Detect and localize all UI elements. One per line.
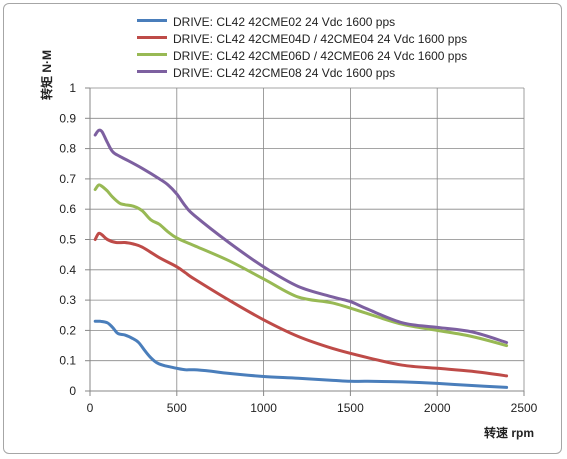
y-tick-label: 0.3 [59, 293, 76, 307]
legend: DRIVE: CL42 42CME02 24 Vdc 1600 pps DRIV… [137, 14, 467, 82]
legend-item-3: DRIVE: CL42 42CME06D / 42CME06 24 Vdc 16… [137, 48, 467, 65]
series-line-3 [93, 183, 509, 348]
y-axis-label: 转矩 N·M [40, 50, 54, 100]
x-tick-label: 1500 [337, 401, 364, 415]
legend-swatch-4 [137, 70, 167, 74]
y-tick-label: 0.7 [59, 172, 76, 186]
y-tick-label: 1 [69, 81, 76, 95]
x-tick-label: 500 [167, 401, 187, 415]
legend-swatch-3 [137, 53, 167, 57]
x-axis-label: 转速 rpm [484, 426, 535, 440]
legend-item-4: DRIVE: CL42 42CME08 24 Vdc 1600 pps [137, 65, 467, 82]
legend-label-4: DRIVE: CL42 42CME08 24 Vdc 1600 pps [173, 66, 396, 80]
grid [90, 87, 525, 391]
axes [85, 87, 525, 396]
y-tick-label: 0.6 [59, 202, 76, 216]
y-tick-label: 0.9 [59, 111, 76, 125]
series-lines [93, 128, 509, 389]
y-tick-label: 0.8 [59, 142, 76, 156]
legend-label-2: DRIVE: CL42 42CME04D / 42CME04 24 Vdc 16… [173, 32, 468, 46]
x-tick-label: 2000 [424, 401, 451, 415]
y-tick-label: 0 [69, 384, 76, 398]
tick-labels: 0 0.1 0.2 0.3 0.4 0.5 0.6 0.7 0.8 0.9 1 0 500 1000 150… [59, 81, 537, 415]
legend-label-1: DRIVE: CL42 42CME02 24 Vdc 1600 pps [173, 15, 396, 29]
legend-swatch-1 [137, 19, 167, 23]
series-line-4 [93, 128, 509, 344]
x-tick-label: 0 [87, 401, 94, 415]
legend-swatch-2 [137, 36, 167, 40]
legend-label-3: DRIVE: CL42 42CME06D / 42CME06 24 Vdc 16… [173, 49, 468, 63]
legend-item-1: DRIVE: CL42 42CME02 24 Vdc 1600 pps [137, 14, 467, 31]
x-tick-label: 2500 [511, 401, 538, 415]
series-line-2 [93, 231, 509, 378]
y-tick-label: 0.2 [59, 323, 76, 337]
x-tick-label: 1000 [250, 401, 277, 415]
y-tick-label: 0.5 [59, 233, 76, 247]
series-line-1 [93, 319, 509, 389]
y-tick-label: 0.4 [59, 263, 76, 277]
legend-item-2: DRIVE: CL42 42CME04D / 42CME04 24 Vdc 16… [137, 31, 467, 48]
y-tick-label: 0.1 [59, 354, 76, 368]
